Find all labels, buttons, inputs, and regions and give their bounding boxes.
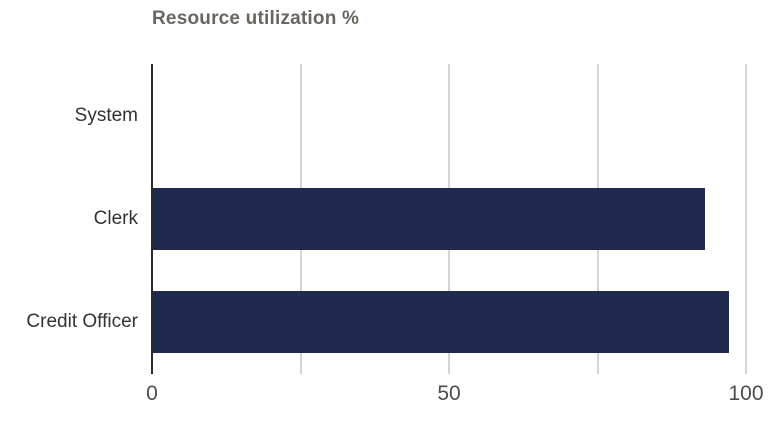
x-tick-label: 0 [146,382,158,405]
category-axis-line [151,64,153,374]
category-label: Credit Officer [26,311,138,333]
bar-credit-officer [153,291,730,354]
category-label: System [74,104,138,126]
category-axis-labels: System Clerk Credit Officer [0,64,138,374]
x-tick-label: 50 [437,382,461,405]
x-tick-label: 100 [728,382,764,405]
chart-title: Resource utilization % [152,8,360,29]
gridline [745,64,747,374]
bar-clerk [153,188,706,250]
value-axis-tick-labels: 0 50 100 [146,382,763,412]
plot-area [151,64,747,374]
category-label: Clerk [93,208,138,229]
